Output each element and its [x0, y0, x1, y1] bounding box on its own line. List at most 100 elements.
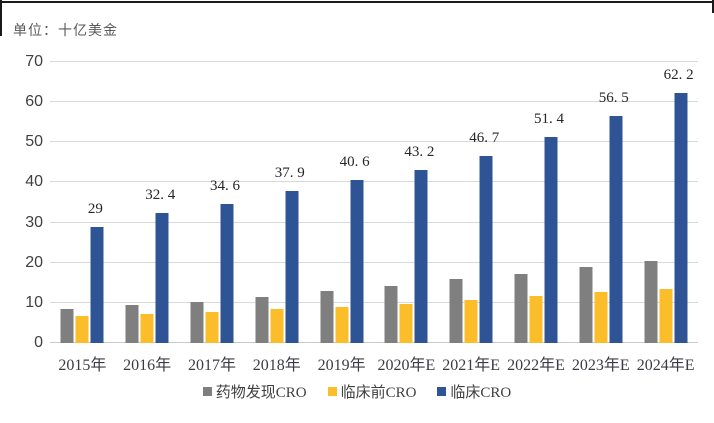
y-axis-tick-label: 20: [25, 253, 43, 271]
bar: [514, 273, 528, 343]
bar-cluster: [449, 155, 493, 343]
bar-cluster: [190, 204, 234, 343]
data-label: 43. 2: [404, 143, 435, 160]
bar: [674, 93, 688, 343]
bar: [594, 292, 608, 343]
bar: [399, 304, 413, 343]
bar-group: 40. 6: [309, 62, 374, 343]
data-label: 29: [87, 200, 103, 217]
bar: [644, 261, 658, 343]
gridline: [50, 61, 698, 62]
legend-item: 药物发现CRO: [202, 381, 307, 402]
bar: [529, 295, 543, 343]
legend-swatch-icon: [437, 387, 447, 396]
y-axis-tick-label: 60: [25, 93, 43, 111]
bar-cluster: [514, 136, 558, 343]
bar: [155, 212, 169, 343]
panel-right-border: [712, 0, 714, 13]
bar-cluster: [644, 93, 688, 343]
bar-group: 56. 5: [568, 62, 633, 343]
y-axis-tick-label: 30: [25, 213, 43, 231]
bar: [335, 306, 349, 343]
legend-label: 临床前CRO: [340, 385, 417, 401]
x-axis-tick-label: 2021年E: [442, 357, 501, 374]
bar-group: 34. 6: [180, 62, 245, 343]
bar-cluster: [320, 180, 364, 343]
x-axis-tick-label: 2022年E: [507, 357, 565, 374]
bar: [544, 136, 558, 343]
gridline: [50, 221, 698, 223]
x-axis-line: [50, 342, 698, 343]
bar-cluster: [125, 212, 169, 343]
x-axis-tick-label: 2019年: [317, 357, 366, 374]
legend: 药物发现CRO 临床前CRO 临床CRO: [0, 381, 714, 402]
bar: [320, 290, 334, 343]
x-axis-tick-label: 2020年E: [377, 357, 436, 374]
gridline: [50, 301, 698, 303]
bar: [464, 300, 478, 343]
bar: [414, 169, 428, 343]
legend-item: 临床前CRO: [327, 381, 417, 402]
plot-area: 29 32. 4 34. 6 37. 9 40. 6 43. 2 46. 7 51. 4 56.…: [50, 61, 698, 343]
y-axis-tick-label: 40: [25, 173, 43, 191]
bar: [579, 267, 593, 343]
bar-group: 62. 2: [633, 62, 698, 343]
y-axis-tick-label: 0: [34, 334, 43, 351]
bar: [285, 190, 299, 343]
legend-item: 临床CRO: [437, 381, 511, 402]
x-axis-tick-label: 2017年: [187, 357, 236, 374]
gridline: [50, 261, 698, 263]
bar-cluster: [384, 169, 428, 343]
bar-cluster: [60, 226, 104, 343]
data-label: 56. 5: [598, 90, 629, 107]
data-label: 37. 9: [274, 164, 305, 181]
x-axis-tick-label: 2018年: [252, 357, 301, 374]
data-label: 51. 4: [533, 110, 564, 127]
x-axis-tick-label: 2015年: [58, 357, 107, 374]
bar-cluster: [255, 190, 299, 343]
bar: [90, 226, 104, 343]
bar-group: 46. 7: [439, 62, 504, 343]
bar: [449, 278, 463, 343]
gridline: [50, 181, 698, 183]
bar: [479, 155, 493, 343]
bar: [220, 204, 234, 343]
bar: [60, 308, 74, 343]
data-label: 40. 6: [339, 154, 370, 171]
bar: [609, 116, 623, 343]
bar: [125, 304, 139, 343]
bar: [75, 316, 89, 343]
bar: [190, 302, 204, 343]
bar: [659, 288, 673, 343]
y-axis-tick-label: 50: [25, 133, 43, 151]
data-label: 34. 6: [209, 178, 240, 195]
bar: [140, 314, 154, 343]
bar-cluster: [579, 116, 623, 343]
data-label: 62. 2: [663, 67, 694, 84]
x-axis-tick-label: 2016年: [123, 357, 172, 374]
bar-group: 32. 4: [115, 62, 180, 343]
legend-label: 临床CRO: [450, 385, 512, 401]
legend-label: 药物发现CRO: [215, 385, 307, 401]
bar-group: 51. 4: [504, 62, 569, 343]
bar: [350, 180, 364, 343]
data-label: 46. 7: [469, 129, 500, 146]
legend-swatch-icon: [327, 387, 337, 396]
gridline: [50, 101, 698, 103]
unit-label: 单位：十亿美金: [13, 24, 118, 39]
data-label: 32. 4: [145, 186, 176, 203]
bar: [384, 286, 398, 343]
legend-swatch-icon: [202, 387, 212, 396]
bar-group: 43. 2: [374, 62, 439, 343]
bar: [270, 308, 284, 343]
gridline: [50, 141, 698, 143]
bar-group: 29: [50, 62, 115, 343]
bar: [255, 296, 269, 343]
bar-group: 37. 9: [244, 62, 309, 343]
panel-left-border: [0, 0, 2, 36]
x-axis-tick-label: 2023年E: [571, 357, 630, 374]
bar: [205, 312, 219, 343]
panel-top-border: [0, 1, 714, 3]
y-axis-tick-label: 70: [25, 53, 43, 70]
